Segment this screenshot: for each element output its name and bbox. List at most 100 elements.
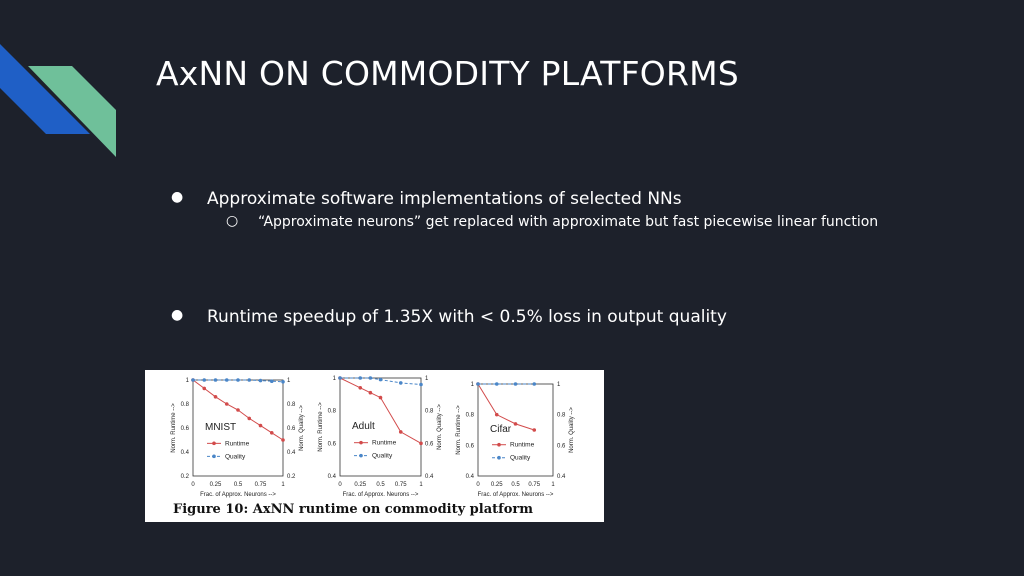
y2-tick-label: 0.2 xyxy=(287,474,296,480)
sub-bullet-1-text: “Approximate neurons” get replaced with … xyxy=(258,214,879,230)
runtime-point xyxy=(281,438,285,442)
legend-label: Runtime xyxy=(372,440,397,447)
runtime-point xyxy=(398,430,403,434)
x-tick-label: 0 xyxy=(476,482,480,488)
bullet-1: ● Approximate software implementations o… xyxy=(171,189,682,209)
x-tick-label: 0 xyxy=(191,482,195,488)
y2-tick-label: 0.6 xyxy=(425,441,434,447)
legend-label: Runtime xyxy=(225,440,250,447)
y2-axis-label: Norm. Quality --> xyxy=(437,404,443,450)
y-tick-label: 0.8 xyxy=(181,402,190,408)
y2-tick-label: 0.6 xyxy=(287,426,296,432)
corner-decoration xyxy=(0,44,116,157)
runtime-point xyxy=(532,428,537,432)
slide-title: AxNN ON COMMODITY PLATFORMS xyxy=(156,54,739,93)
legend-label: Quality xyxy=(372,453,393,460)
chart-title: Cifar xyxy=(490,424,512,435)
y-tick-label: 0.4 xyxy=(328,474,337,480)
runtime-point xyxy=(513,422,518,426)
quality-point xyxy=(236,378,240,382)
quality-point xyxy=(358,376,363,380)
y-tick-label: 0.4 xyxy=(181,450,190,456)
quality-point xyxy=(269,379,274,383)
bullet-2-text: Runtime speedup of 1.35X with < 0.5% los… xyxy=(207,307,727,327)
y2-tick-label: 0.8 xyxy=(425,409,434,415)
runtime-point xyxy=(368,390,373,395)
bullet-2: ● Runtime speedup of 1.35X with < 0.5% l… xyxy=(171,307,727,327)
sub-bullet-1: ○ “Approximate neurons” get replaced wit… xyxy=(226,213,879,230)
quality-point xyxy=(476,382,480,386)
quality-point xyxy=(378,377,383,382)
y-tick-label: 0.8 xyxy=(466,413,475,419)
runtime-line xyxy=(339,377,422,444)
y2-tick-label: 1 xyxy=(557,382,561,388)
y-tick-label: 0.8 xyxy=(328,409,337,415)
quality-point xyxy=(202,378,207,382)
x-tick-label: 0.75 xyxy=(528,482,540,488)
legend-marker xyxy=(359,453,363,458)
runtime-point xyxy=(269,431,274,435)
y2-tick-label: 1 xyxy=(287,378,291,384)
quality-point xyxy=(338,376,342,380)
quality-point xyxy=(494,382,499,386)
x-tick-label: 0 xyxy=(338,482,342,488)
legend-marker xyxy=(359,440,363,445)
chart-title: MNIST xyxy=(205,422,236,433)
quality-point xyxy=(532,382,537,386)
y-axis-label: Norm. Runtime --> xyxy=(171,403,177,453)
legend-label: Runtime xyxy=(510,442,535,449)
x-tick-label: 0.25 xyxy=(210,482,222,488)
y2-tick-label: 0.4 xyxy=(425,474,434,480)
runtime-point xyxy=(236,408,240,412)
x-tick-label: 0.25 xyxy=(354,482,366,488)
quality-point xyxy=(368,376,373,380)
x-tick-label: 1 xyxy=(551,482,555,488)
blue-stripe xyxy=(0,44,90,134)
runtime-point xyxy=(358,386,363,390)
x-axis-label: Frac. of Approx. Neurons --> xyxy=(343,492,419,498)
runtime-point xyxy=(419,441,423,446)
y-tick-label: 1 xyxy=(186,378,190,384)
x-tick-label: 0.5 xyxy=(376,482,385,488)
figure: 1 0.8 0.6 0.4 0.2 1 0.8 0.6 0.4 0.2 0 0.25 0.5 0.75 1 F… xyxy=(145,370,604,522)
bullet-dot: ● xyxy=(171,307,184,323)
quality-point xyxy=(398,381,403,385)
runtime-point xyxy=(378,395,383,400)
legend-marker xyxy=(212,454,216,459)
quality-point xyxy=(247,378,252,382)
y-tick-label: 0.6 xyxy=(466,443,475,449)
runtime-point xyxy=(247,416,252,421)
green-stripe xyxy=(28,66,116,157)
y-axis-label: Norm. Runtime --> xyxy=(318,402,324,452)
x-tick-label: 0.25 xyxy=(491,482,503,488)
y2-axis-label: Norm. Quality --> xyxy=(299,405,305,451)
quality-point xyxy=(191,378,195,382)
x-axis-label: Frac. of Approx. Neurons --> xyxy=(200,492,276,498)
x-tick-label: 0.5 xyxy=(234,482,243,488)
runtime-point xyxy=(213,395,218,399)
x-tick-label: 1 xyxy=(419,482,423,488)
legend-label: Quality xyxy=(510,455,531,462)
y2-tick-label: 0.4 xyxy=(557,474,566,480)
x-axis-label: Frac. of Approx. Neurons --> xyxy=(478,492,554,498)
y2-axis-label: Norm. Quality --> xyxy=(569,407,575,453)
x-tick-label: 1 xyxy=(281,482,285,488)
legend-marker xyxy=(497,455,501,460)
runtime-point xyxy=(224,402,229,406)
legend-marker xyxy=(212,441,216,446)
runtime-point xyxy=(494,412,499,417)
x-tick-label: 0.75 xyxy=(255,482,267,488)
figure-caption: Figure 10: AxNN runtime on commodity pla… xyxy=(173,502,534,517)
quality-point xyxy=(419,382,423,387)
y2-tick-label: 0.8 xyxy=(287,402,296,408)
y2-tick-label: 0.6 xyxy=(557,443,566,449)
quality-point xyxy=(224,378,229,382)
legend-marker xyxy=(497,442,501,447)
y2-tick-label: 0.4 xyxy=(287,450,296,456)
bullet-dot: ● xyxy=(171,189,184,205)
y2-tick-label: 1 xyxy=(425,376,429,382)
chart-title: Adult xyxy=(352,421,375,432)
y2-tick-label: 0.8 xyxy=(557,413,566,419)
bullet-1-text: Approximate software implementations of … xyxy=(207,189,682,209)
